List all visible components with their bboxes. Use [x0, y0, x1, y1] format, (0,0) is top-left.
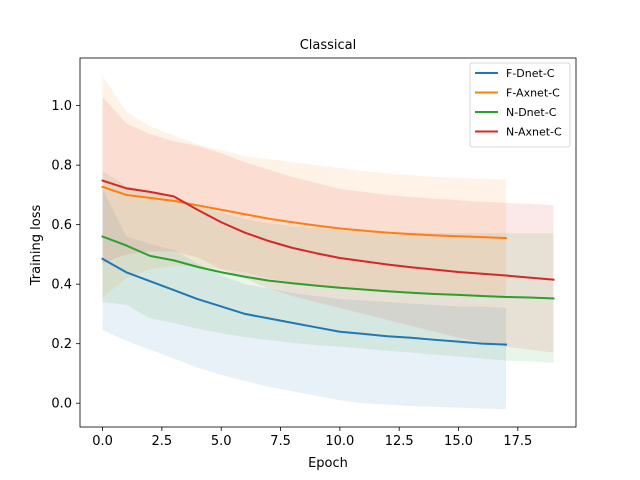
axes: 0.0 2.5 5.0 7.5 10.0 12.5 15.0 17.5 0.0 0.2 0.4 0.6… — [51, 57, 577, 449]
y-tick-label: 1.0 — [51, 99, 72, 114]
legend-label-n-axnet-c: N-Axnet-C — [506, 126, 562, 139]
y-tick-label: 0.2 — [51, 337, 72, 352]
line-n-axnet-c — [101, 179, 555, 281]
legend: F-Dnet-C F-Axnet-C N-Dnet-C N-Axnet-C — [469, 62, 571, 148]
y-tick-label: 0.6 — [51, 218, 72, 233]
y-tick-label: 0.0 — [51, 397, 72, 412]
band-f-axnet-c — [102, 75, 506, 298]
x-tick-label: 15.0 — [444, 434, 473, 449]
y-axis-title: Training loss — [29, 205, 44, 287]
x-tick-label: 17.5 — [503, 434, 532, 449]
x-tick-label: 5.0 — [211, 434, 232, 449]
x-axis-title: Epoch — [308, 456, 348, 471]
line-f-axnet-c — [101, 185, 508, 240]
y-tick-label: 0.8 — [51, 159, 72, 174]
legend-label-n-dnet-c: N-Dnet-C — [506, 106, 557, 119]
band-f-dnet-c — [102, 188, 506, 410]
x-tick-label: 10.0 — [325, 434, 354, 449]
legend-box — [469, 62, 571, 148]
x-tick-label: 12.5 — [385, 434, 414, 449]
series-lines — [101, 179, 555, 346]
line-f-dnet-c — [101, 257, 508, 346]
chart-title: Classical — [300, 38, 357, 53]
line-n-dnet-c — [101, 235, 555, 300]
x-tick-label: 0.0 — [92, 434, 113, 449]
plot-frame — [79, 57, 577, 428]
legend-label-f-dnet-c: F-Dnet-C — [506, 67, 555, 80]
band-n-axnet-c — [102, 96, 554, 353]
x-tick-label: 7.5 — [270, 434, 291, 449]
y-tick-label: 0.4 — [51, 278, 72, 293]
legend-label-f-axnet-c: F-Axnet-C — [506, 87, 560, 100]
x-tick-label: 2.5 — [152, 434, 173, 449]
